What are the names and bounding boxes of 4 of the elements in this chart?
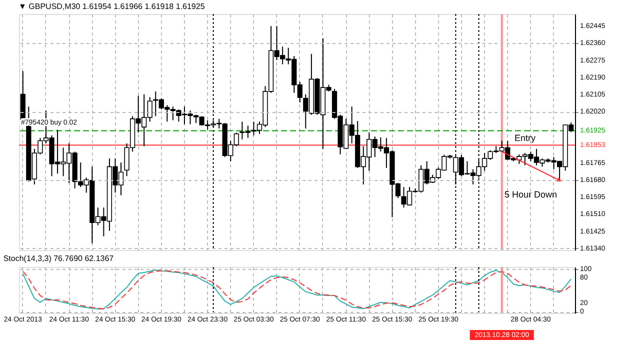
chart-title: Stoch(14,3,3) 76.7690 62.1367	[3, 254, 114, 264]
chart-title: ▼ GBPUSD,M30 1.61954 1.61966 1.61918 1.61925	[18, 2, 206, 11]
annotation: 5 Hour Down	[504, 189, 557, 200]
annotation: Entry	[514, 132, 536, 143]
